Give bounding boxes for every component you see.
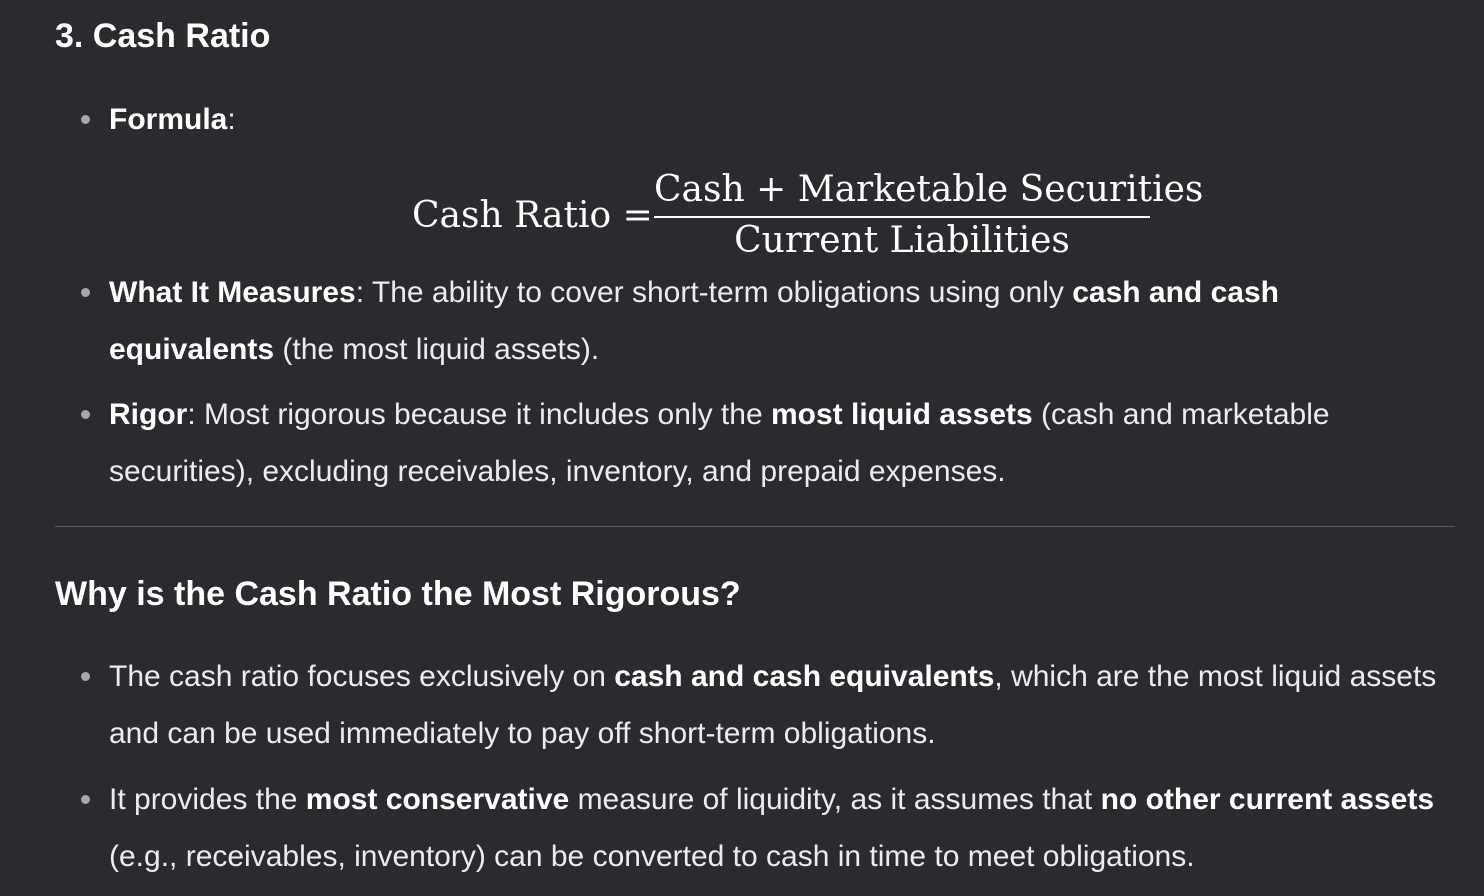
rigor-text-1: : Most rigorous because it includes only…	[187, 398, 771, 431]
measures-label: What It Measures	[109, 276, 356, 309]
measures-bold-1: cash and cash equivalents	[109, 276, 1279, 366]
why-1-bold-1: cash and cash equivalents	[614, 660, 995, 693]
fraction-bar	[654, 216, 1150, 218]
formula-numerator: Cash + Marketable Securities	[654, 169, 1204, 210]
why-2-text-2: measure of liquidity, as it assumes that	[569, 783, 1101, 816]
formula-label-suffix: :	[227, 103, 236, 136]
rigor-text-2: (cash and marketable securities), exclud…	[109, 398, 1330, 488]
formula-fraction: Cash + Marketable Securities Current Lia…	[654, 168, 1204, 264]
why-2-text-1: It provides the	[109, 783, 306, 816]
rigor-bold-1: most liquid assets	[770, 398, 1033, 431]
list-item-why-1: The cash ratio focuses exclusively on ca…	[81, 648, 1449, 762]
section-heading: 3. Cash Ratio	[55, 17, 271, 55]
measures-text-2: (the most liquid assets).	[274, 333, 600, 366]
list-item-formula: Formula:	[81, 91, 1449, 148]
why-2-bold-1: most conservative	[305, 783, 570, 816]
why-2-bold-2: no other current assets	[1100, 783, 1435, 816]
measures-text-1: : The ability to cover short-term obliga…	[355, 276, 1073, 309]
list-item-rigor: Rigor: Most rigorous because it includes…	[81, 386, 1449, 500]
formula-lhs: Cash Ratio =	[412, 195, 653, 236]
why-heading: Why is the Cash Ratio the Most Rigorous?	[55, 575, 741, 613]
formula-label: Formula	[109, 103, 228, 136]
list-item-what-it-measures: What It Measures: The ability to cover s…	[81, 264, 1449, 378]
section-divider	[55, 526, 1455, 527]
formula-denominator: Current Liabilities	[734, 220, 1070, 261]
why-1-text-2: , which are the most liquid assets and c…	[109, 660, 1437, 750]
why-1-text-1: The cash ratio focuses exclusively on	[109, 660, 615, 693]
why-2-text-3: (e.g., receivables, inventory) can be co…	[109, 840, 1195, 873]
rigor-label: Rigor	[109, 398, 188, 431]
list-item-why-2: It provides the most conservative measur…	[81, 771, 1449, 885]
